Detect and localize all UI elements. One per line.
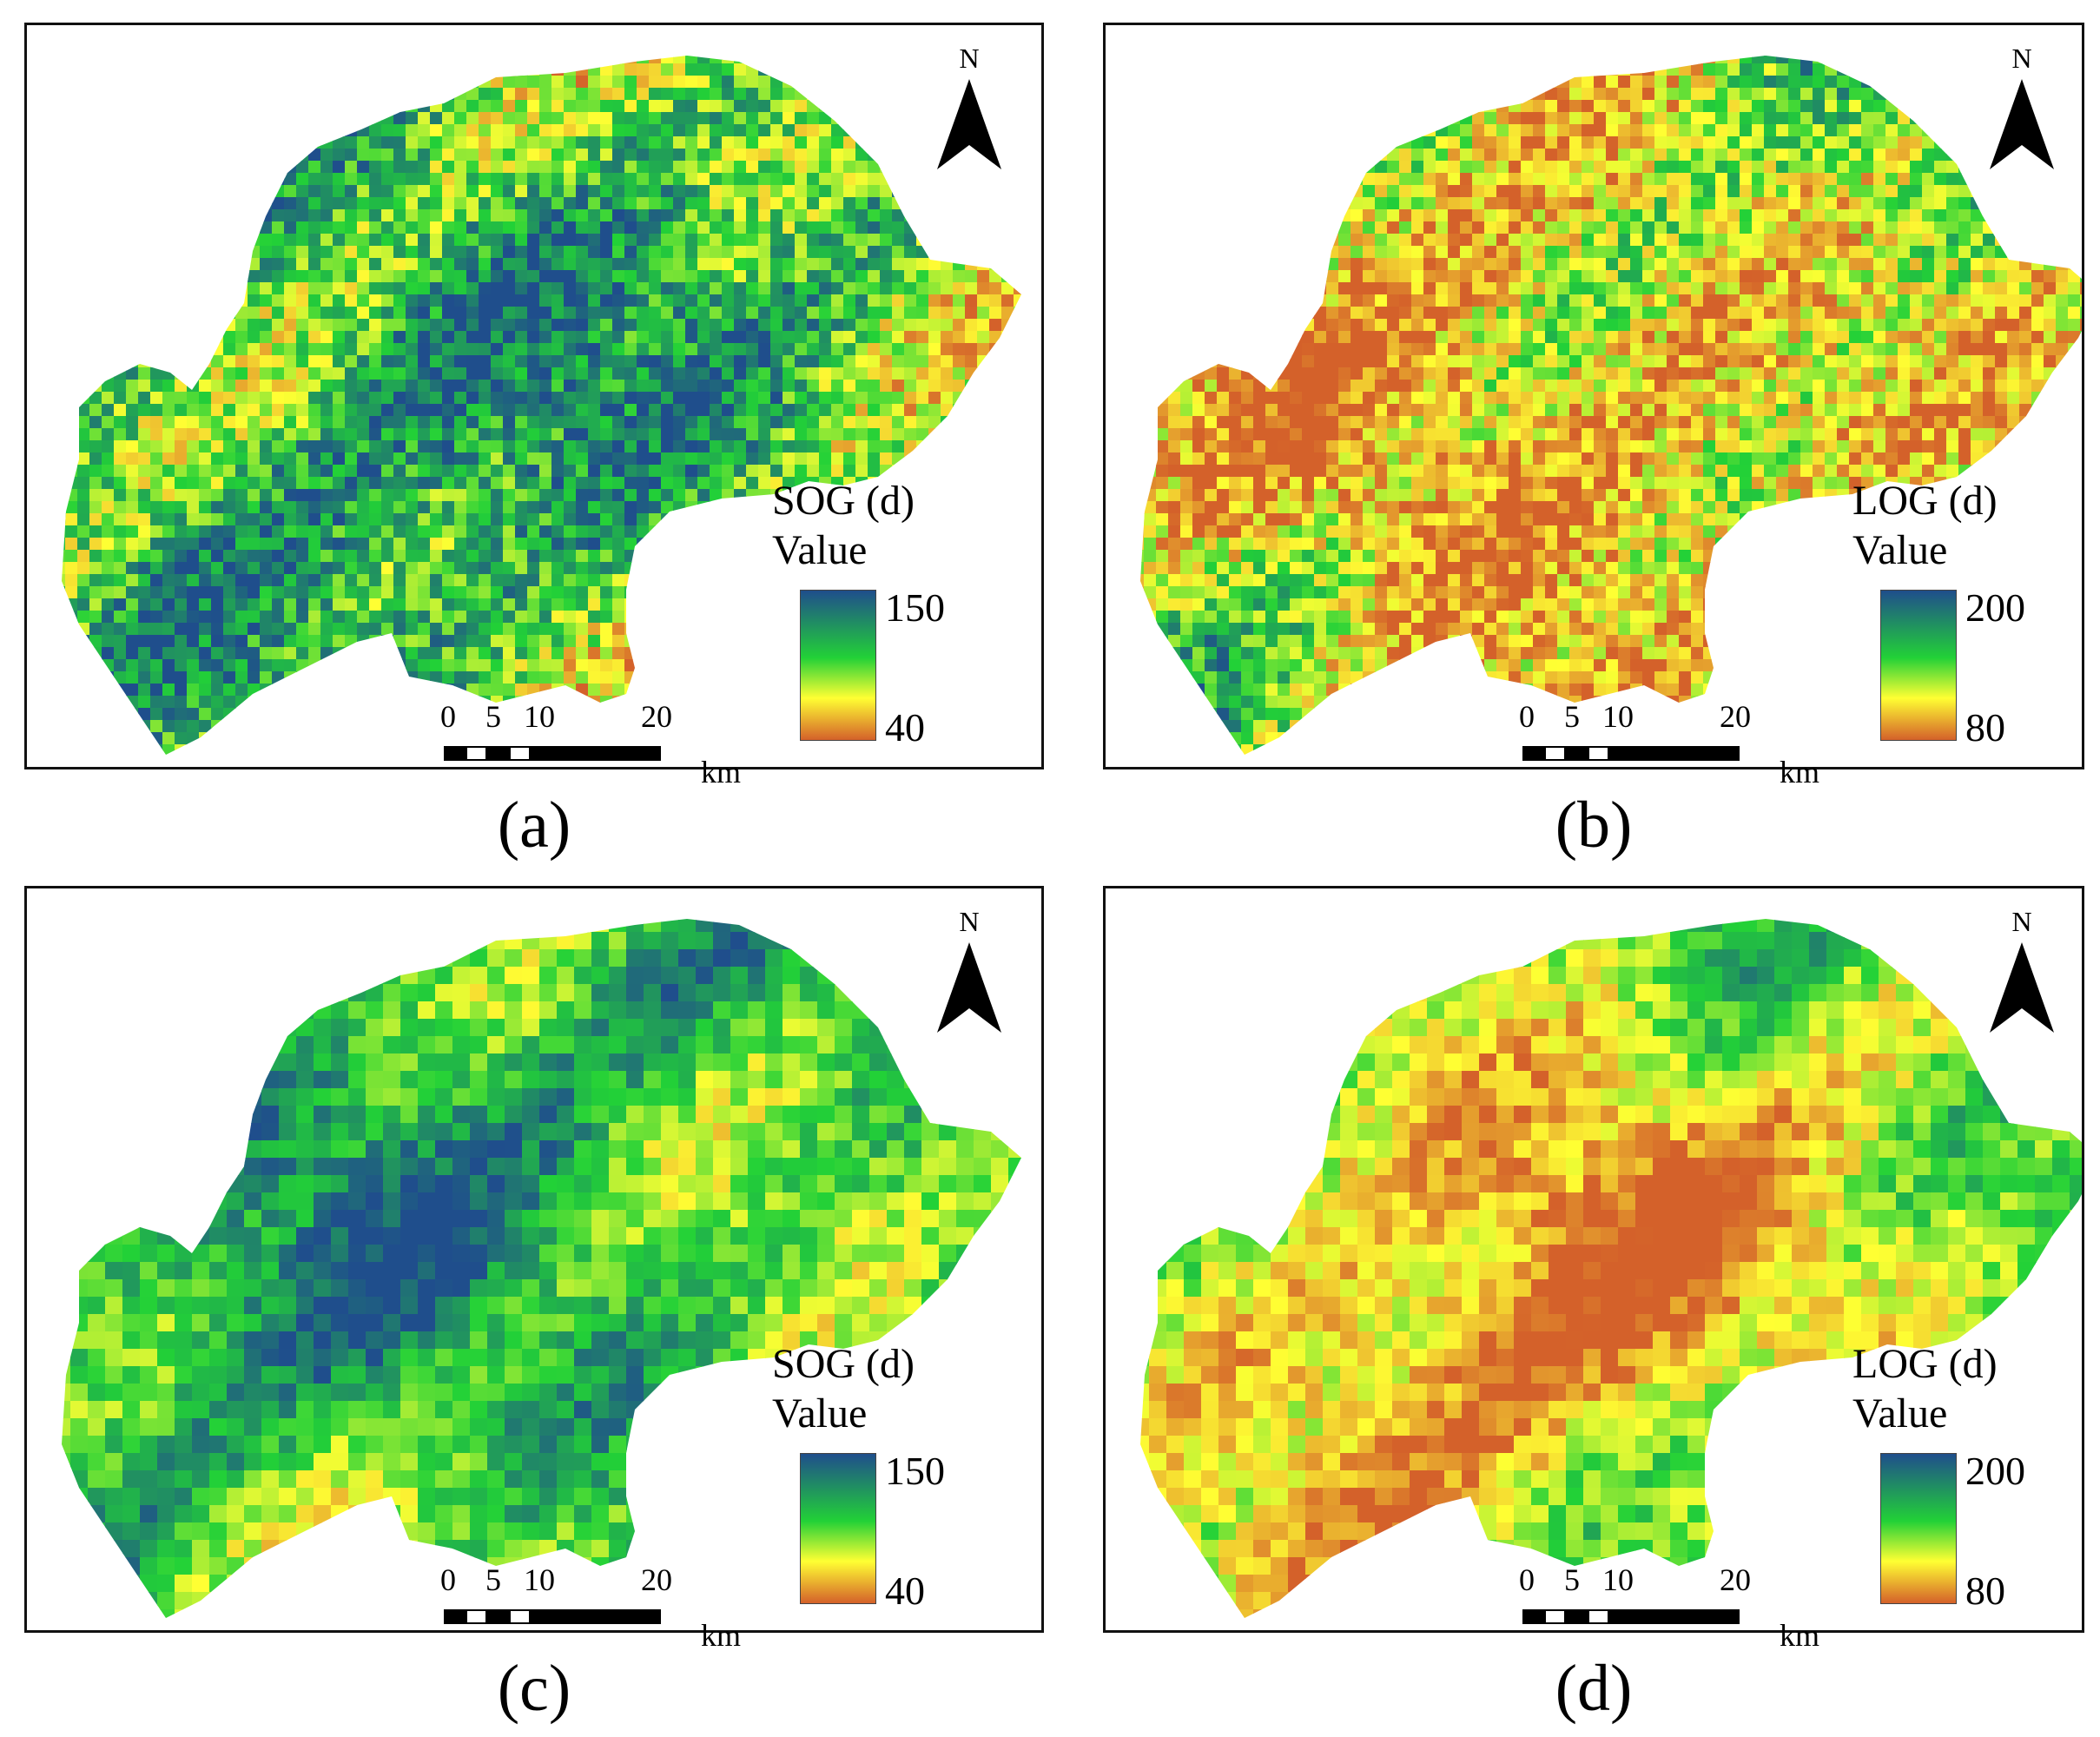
scale-bar-segment (1609, 746, 1740, 761)
scale-bar-segment (1566, 746, 1588, 761)
north-arrow-icon (937, 942, 1001, 1033)
legend-max: 200 (1965, 1449, 2025, 1493)
scale-bar-segment (509, 1609, 531, 1624)
map-panel-a: N SOG (d) Value 150 40 0 5 10 20 km (24, 23, 1044, 788)
scale-tick: 0 (440, 699, 456, 734)
scale-bar-segment (1588, 1609, 1609, 1624)
scale-bar-segment (1566, 1609, 1588, 1624)
scale-unit: km (701, 755, 742, 789)
legend-subtitle: Value (1852, 526, 1948, 573)
legend-c: SOG (d) Value 150 40 (772, 1340, 945, 1611)
legend-min: 80 (1965, 1569, 2005, 1613)
scale-bar-segment (531, 746, 661, 761)
map-panel-b: N LOG (d) Value 200 80 0 5 10 20 km (1103, 23, 2084, 788)
legend-title: SOG (d) (772, 1341, 915, 1387)
scale-tick: 20 (641, 699, 672, 734)
scale-bar-segment (1588, 746, 1609, 761)
north-arrow-d: N (1983, 908, 2061, 1044)
north-label: N (959, 906, 980, 937)
map-panel-c: N SOG (d) Value 150 40 0 5 10 20 km (24, 886, 1044, 1651)
north-label: N (2011, 906, 2032, 937)
panel-caption-d: (d) (1555, 1652, 1633, 1725)
scale-bar-segment (531, 1609, 661, 1624)
color-ramp (800, 590, 876, 741)
raster-cells (62, 919, 1021, 1618)
scale-tick: 5 (485, 699, 501, 734)
scale-bar-segment (1544, 1609, 1566, 1624)
scale-unit: km (701, 1618, 742, 1653)
legend-subtitle: Value (1852, 1390, 1948, 1436)
scale-unit: km (1780, 1618, 1820, 1653)
scale-bar-segment (1544, 746, 1566, 761)
legend-min: 40 (885, 1569, 925, 1613)
legend-max: 200 (1965, 585, 2025, 630)
north-arrow-icon (1990, 942, 2054, 1033)
scale-bar-segment (487, 1609, 509, 1624)
legend-min: 80 (1965, 705, 2005, 750)
scale-bar-segment (466, 1609, 487, 1624)
panel-caption-b: (b) (1555, 789, 1633, 862)
panel-caption-a: (a) (497, 789, 571, 862)
map-raster-b (1140, 56, 2082, 755)
map-raster-d (1140, 919, 2082, 1618)
scale-tick: 10 (524, 1562, 555, 1597)
scale-tick: 5 (1564, 1562, 1580, 1597)
scale-tick: 20 (1720, 699, 1751, 734)
scale-bar-segment (466, 746, 487, 761)
north-arrow-icon (937, 79, 1001, 169)
scale-tick: 10 (1602, 1562, 1634, 1597)
legend-max: 150 (885, 1449, 945, 1493)
legend-subtitle: Value (772, 526, 868, 573)
scale-tick: 5 (485, 1562, 501, 1597)
north-arrow-b: N (1983, 44, 2061, 181)
north-arrow-c: N (930, 908, 1008, 1044)
scale-bar-segment (444, 1609, 466, 1624)
legend-b: LOG (d) Value 200 80 (1852, 477, 2025, 748)
map-raster-a (62, 56, 1021, 755)
north-arrow-a: N (930, 44, 1008, 181)
color-ramp (800, 1453, 876, 1604)
legend-title: SOG (d) (772, 478, 915, 524)
scale-bar-segment (1609, 1609, 1740, 1624)
scale-tick: 10 (1602, 699, 1634, 734)
north-label: N (959, 43, 980, 74)
scale-bar-segment (487, 746, 509, 761)
color-ramp (1880, 590, 1957, 741)
scale-tick: 0 (1519, 699, 1535, 734)
legend-min: 40 (885, 705, 925, 750)
legend-max: 150 (885, 585, 945, 630)
raster-cells (62, 56, 1021, 755)
legend-title: LOG (d) (1852, 478, 1998, 524)
scale-bar-segment (444, 746, 466, 761)
scale-tick: 0 (440, 1562, 456, 1597)
legend-d: LOG (d) Value 200 80 (1852, 1340, 2025, 1611)
scale-tick: 0 (1519, 1562, 1535, 1597)
scale-bar-segment (1522, 1609, 1544, 1624)
scale-bar-segment (509, 746, 531, 761)
legend-title: LOG (d) (1852, 1341, 1998, 1387)
scale-tick: 20 (641, 1562, 672, 1597)
north-arrow-icon (1990, 79, 2054, 169)
panel-caption-c: (c) (497, 1652, 571, 1725)
color-ramp (1880, 1453, 1957, 1604)
map-panel-d: N LOG (d) Value 200 80 0 5 10 20 km (1103, 886, 2084, 1651)
scale-tick: 5 (1564, 699, 1580, 734)
north-label: N (2011, 43, 2032, 74)
legend-subtitle: Value (772, 1390, 868, 1436)
legend-a: SOG (d) Value 150 40 (772, 477, 945, 748)
map-raster-c (62, 919, 1021, 1618)
scale-bar-segment (1522, 746, 1544, 761)
scale-tick: 20 (1720, 1562, 1751, 1597)
scale-unit: km (1780, 755, 1820, 789)
scale-tick: 10 (524, 699, 555, 734)
